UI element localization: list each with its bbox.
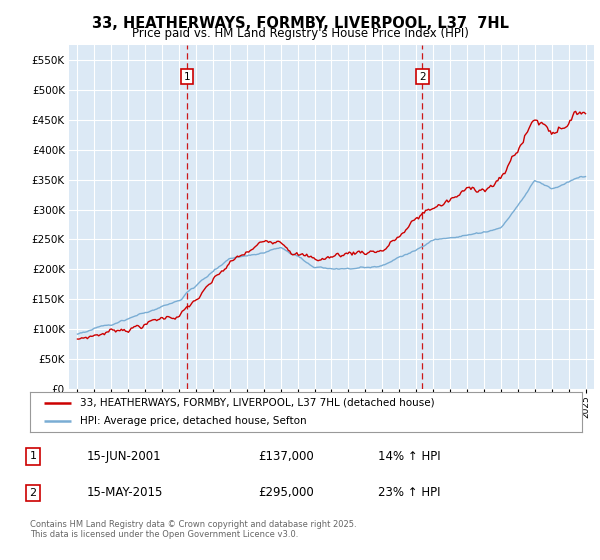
Text: 33, HEATHERWAYS, FORMBY, LIVERPOOL, L37 7HL (detached house): 33, HEATHERWAYS, FORMBY, LIVERPOOL, L37 … (80, 398, 434, 408)
Text: 14% ↑ HPI: 14% ↑ HPI (378, 450, 440, 463)
Text: 23% ↑ HPI: 23% ↑ HPI (378, 486, 440, 500)
Text: 33, HEATHERWAYS, FORMBY, LIVERPOOL, L37  7HL: 33, HEATHERWAYS, FORMBY, LIVERPOOL, L37 … (91, 16, 509, 31)
Text: Contains HM Land Registry data © Crown copyright and database right 2025.
This d: Contains HM Land Registry data © Crown c… (30, 520, 356, 539)
Text: 1: 1 (29, 451, 37, 461)
Text: Price paid vs. HM Land Registry's House Price Index (HPI): Price paid vs. HM Land Registry's House … (131, 27, 469, 40)
Text: £295,000: £295,000 (258, 486, 314, 500)
Text: HPI: Average price, detached house, Sefton: HPI: Average price, detached house, Seft… (80, 417, 307, 426)
Text: 2: 2 (29, 488, 37, 498)
Text: 1: 1 (184, 72, 190, 82)
Text: 2: 2 (419, 72, 426, 82)
Text: £137,000: £137,000 (258, 450, 314, 463)
Text: 15-MAY-2015: 15-MAY-2015 (87, 486, 163, 500)
Text: 15-JUN-2001: 15-JUN-2001 (87, 450, 161, 463)
